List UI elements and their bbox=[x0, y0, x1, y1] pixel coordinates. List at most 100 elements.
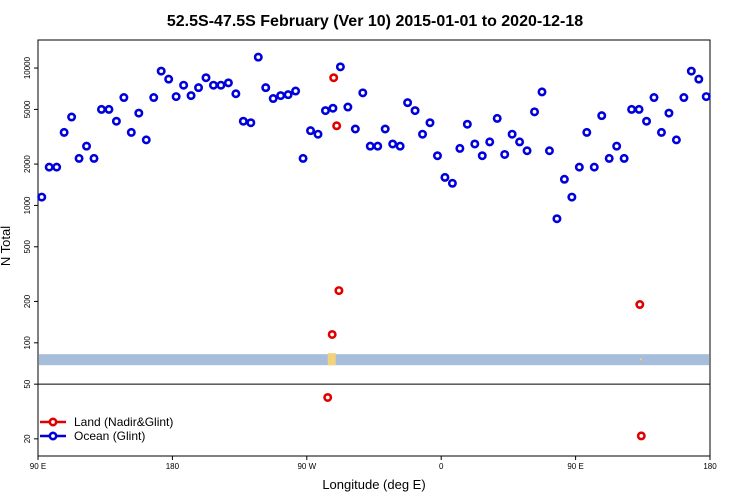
ocean-point bbox=[628, 106, 634, 112]
x-tick-label: 180 bbox=[166, 462, 180, 471]
x-axis-label: Longitude (deg E) bbox=[322, 477, 425, 492]
ocean-point bbox=[315, 131, 321, 137]
ocean-point bbox=[330, 105, 336, 111]
ocean-point bbox=[509, 131, 515, 137]
ocean-point bbox=[427, 120, 433, 126]
ocean-point bbox=[703, 93, 709, 99]
ocean-point bbox=[180, 82, 186, 88]
ocean-point bbox=[651, 94, 657, 100]
ocean-point bbox=[173, 93, 179, 99]
ocean-point bbox=[554, 216, 560, 222]
ocean-point bbox=[367, 143, 373, 149]
ocean-point bbox=[613, 143, 619, 149]
ocean-point bbox=[524, 148, 530, 154]
ocean-point bbox=[136, 110, 142, 116]
ocean-point bbox=[472, 141, 478, 147]
y-tick-label: 1000 bbox=[23, 196, 32, 214]
ocean-point bbox=[666, 110, 672, 116]
ocean-point bbox=[673, 137, 679, 143]
y-tick-label: 10000 bbox=[23, 56, 32, 79]
ocean-point bbox=[561, 176, 567, 182]
ocean-point bbox=[128, 129, 134, 135]
land-point bbox=[333, 123, 339, 129]
ocean-point bbox=[292, 88, 298, 94]
legend: Land (Nadir&Glint)Ocean (Glint) bbox=[40, 415, 173, 443]
ocean-point bbox=[501, 151, 507, 157]
x-tick-label: 180 bbox=[703, 462, 717, 471]
ocean-point bbox=[397, 143, 403, 149]
x-axis: 90 E 180 90 W 0 90 E 180 bbox=[30, 456, 717, 471]
ocean-point bbox=[696, 76, 702, 82]
ocean-point bbox=[121, 94, 127, 100]
ocean-point bbox=[688, 68, 694, 74]
land-point bbox=[329, 331, 335, 337]
ocean-point bbox=[442, 174, 448, 180]
ocean-point bbox=[569, 194, 575, 200]
ocean-point bbox=[270, 95, 276, 101]
y-axis-label: N Total bbox=[0, 226, 13, 266]
ocean-point bbox=[643, 118, 649, 124]
ocean-point bbox=[91, 155, 97, 161]
ocean-point bbox=[233, 91, 239, 97]
ocean-point bbox=[516, 139, 522, 145]
land-point bbox=[330, 75, 336, 81]
y-tick-label: 5000 bbox=[23, 100, 32, 118]
map-ocean-band bbox=[39, 354, 709, 365]
ocean-point bbox=[218, 82, 224, 88]
ocean-point bbox=[158, 68, 164, 74]
ocean-point bbox=[464, 121, 470, 127]
ocean-point bbox=[143, 137, 149, 143]
ocean-point bbox=[546, 148, 552, 154]
ocean-point bbox=[382, 126, 388, 132]
chart-title: 52.5S-47.5S February (Ver 10) 2015-01-01… bbox=[167, 13, 583, 30]
ocean-point bbox=[494, 115, 500, 121]
y-tick-label: 500 bbox=[23, 240, 32, 254]
map-land-patch bbox=[640, 358, 642, 360]
ocean-point bbox=[106, 106, 112, 112]
ocean-point bbox=[404, 99, 410, 105]
ocean-point bbox=[389, 141, 395, 147]
ocean-point bbox=[83, 143, 89, 149]
ocean-point bbox=[621, 155, 627, 161]
ocean-point bbox=[61, 129, 67, 135]
land-point bbox=[638, 433, 644, 439]
y-tick-label: 100 bbox=[23, 336, 32, 350]
ocean-point bbox=[277, 92, 283, 98]
ocean-point bbox=[434, 153, 440, 159]
ocean-point bbox=[248, 120, 254, 126]
y-tick-label: 20 bbox=[23, 434, 32, 443]
ocean-point bbox=[636, 106, 642, 112]
ocean-point bbox=[449, 180, 455, 186]
ocean-point bbox=[322, 107, 328, 113]
ocean-point bbox=[539, 89, 545, 95]
data-points bbox=[39, 54, 710, 439]
ocean-point bbox=[681, 94, 687, 100]
ocean-point bbox=[337, 64, 343, 70]
x-tick-label: 0 bbox=[439, 462, 444, 471]
land-point bbox=[336, 287, 342, 293]
ocean-point bbox=[599, 112, 605, 118]
ocean-point bbox=[487, 139, 493, 145]
ocean-point bbox=[263, 84, 269, 90]
ocean-point bbox=[591, 164, 597, 170]
ocean-point bbox=[225, 80, 231, 86]
ocean-point bbox=[419, 131, 425, 137]
legend-marker bbox=[50, 433, 56, 439]
x-tick-label: 90 E bbox=[30, 462, 46, 471]
map-strip bbox=[39, 353, 709, 365]
map-land-patch bbox=[328, 353, 336, 365]
x-tick-label: 90 W bbox=[297, 462, 316, 471]
ocean-point bbox=[307, 127, 313, 133]
y-tick-label: 200 bbox=[23, 294, 32, 308]
ocean-point bbox=[360, 90, 366, 96]
ocean-point bbox=[255, 54, 261, 60]
ocean-point bbox=[300, 155, 306, 161]
ocean-point bbox=[76, 155, 82, 161]
ocean-point bbox=[240, 118, 246, 124]
land-point bbox=[637, 301, 643, 307]
y-tick-label: 2000 bbox=[23, 155, 32, 173]
ocean-point bbox=[188, 92, 194, 98]
legend-label: Ocean (Glint) bbox=[74, 429, 145, 443]
ocean-point bbox=[53, 164, 59, 170]
